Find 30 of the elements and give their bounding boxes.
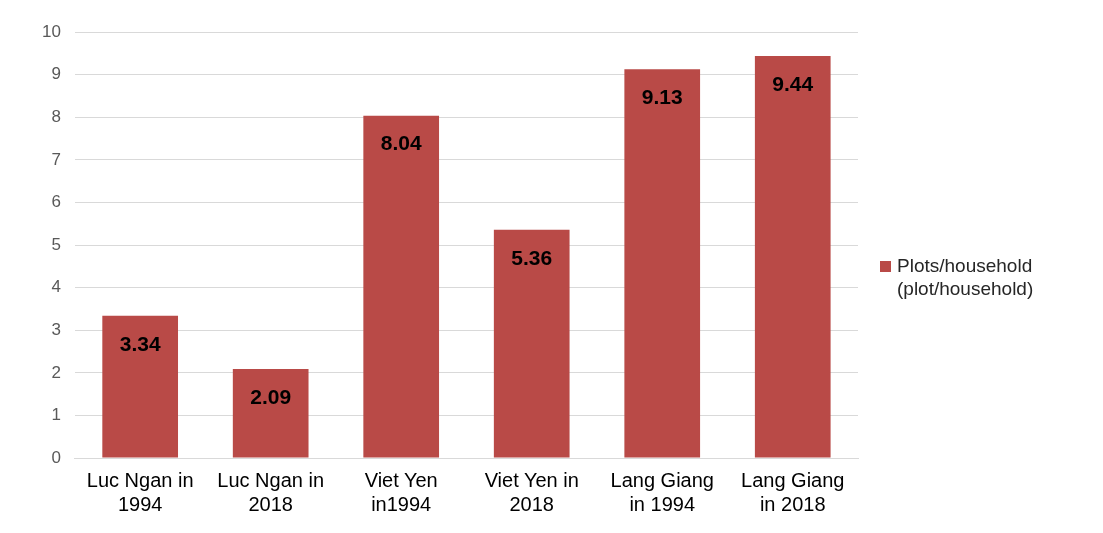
bar [363, 115, 440, 458]
data-label: 5.36 [511, 245, 553, 269]
y-tick-label: 2 [51, 362, 61, 382]
data-label: 2.09 [250, 384, 292, 408]
legend-label: Plots/household (plot/household) [897, 254, 1035, 300]
y-tick-label: 1 [51, 405, 61, 425]
y-tick-label: 3 [51, 319, 61, 339]
data-label: 9.13 [641, 85, 683, 109]
y-tick-label: 5 [51, 234, 61, 254]
data-label: 8.04 [380, 131, 422, 155]
data-label: 3.34 [119, 331, 161, 355]
x-tick-label: Viet Yen in1994 [364, 468, 438, 515]
x-tick-label: Luc Ngan in 1994 [86, 468, 194, 515]
y-tick-label: 8 [51, 107, 61, 127]
y-tick-label: 7 [51, 149, 61, 169]
data-label: 9.44 [772, 71, 814, 95]
y-tick-label: 4 [51, 277, 61, 297]
x-tick-label: Luc Ngan in 2018 [217, 468, 325, 515]
y-tick-label: 10 [41, 21, 61, 41]
bar [102, 315, 179, 458]
bar [624, 69, 701, 458]
bar [754, 56, 831, 458]
x-tick-label: Lang Giang in 1994 [610, 468, 714, 515]
bar [493, 229, 570, 458]
x-tick-label: Lang Giang in 2018 [741, 468, 845, 515]
bar [232, 369, 309, 458]
y-tick-label: 9 [51, 64, 61, 84]
y-tick-label: 0 [51, 447, 61, 467]
y-tick-label: 6 [51, 192, 61, 212]
x-tick-label: Viet Yen in 2018 [484, 468, 579, 515]
